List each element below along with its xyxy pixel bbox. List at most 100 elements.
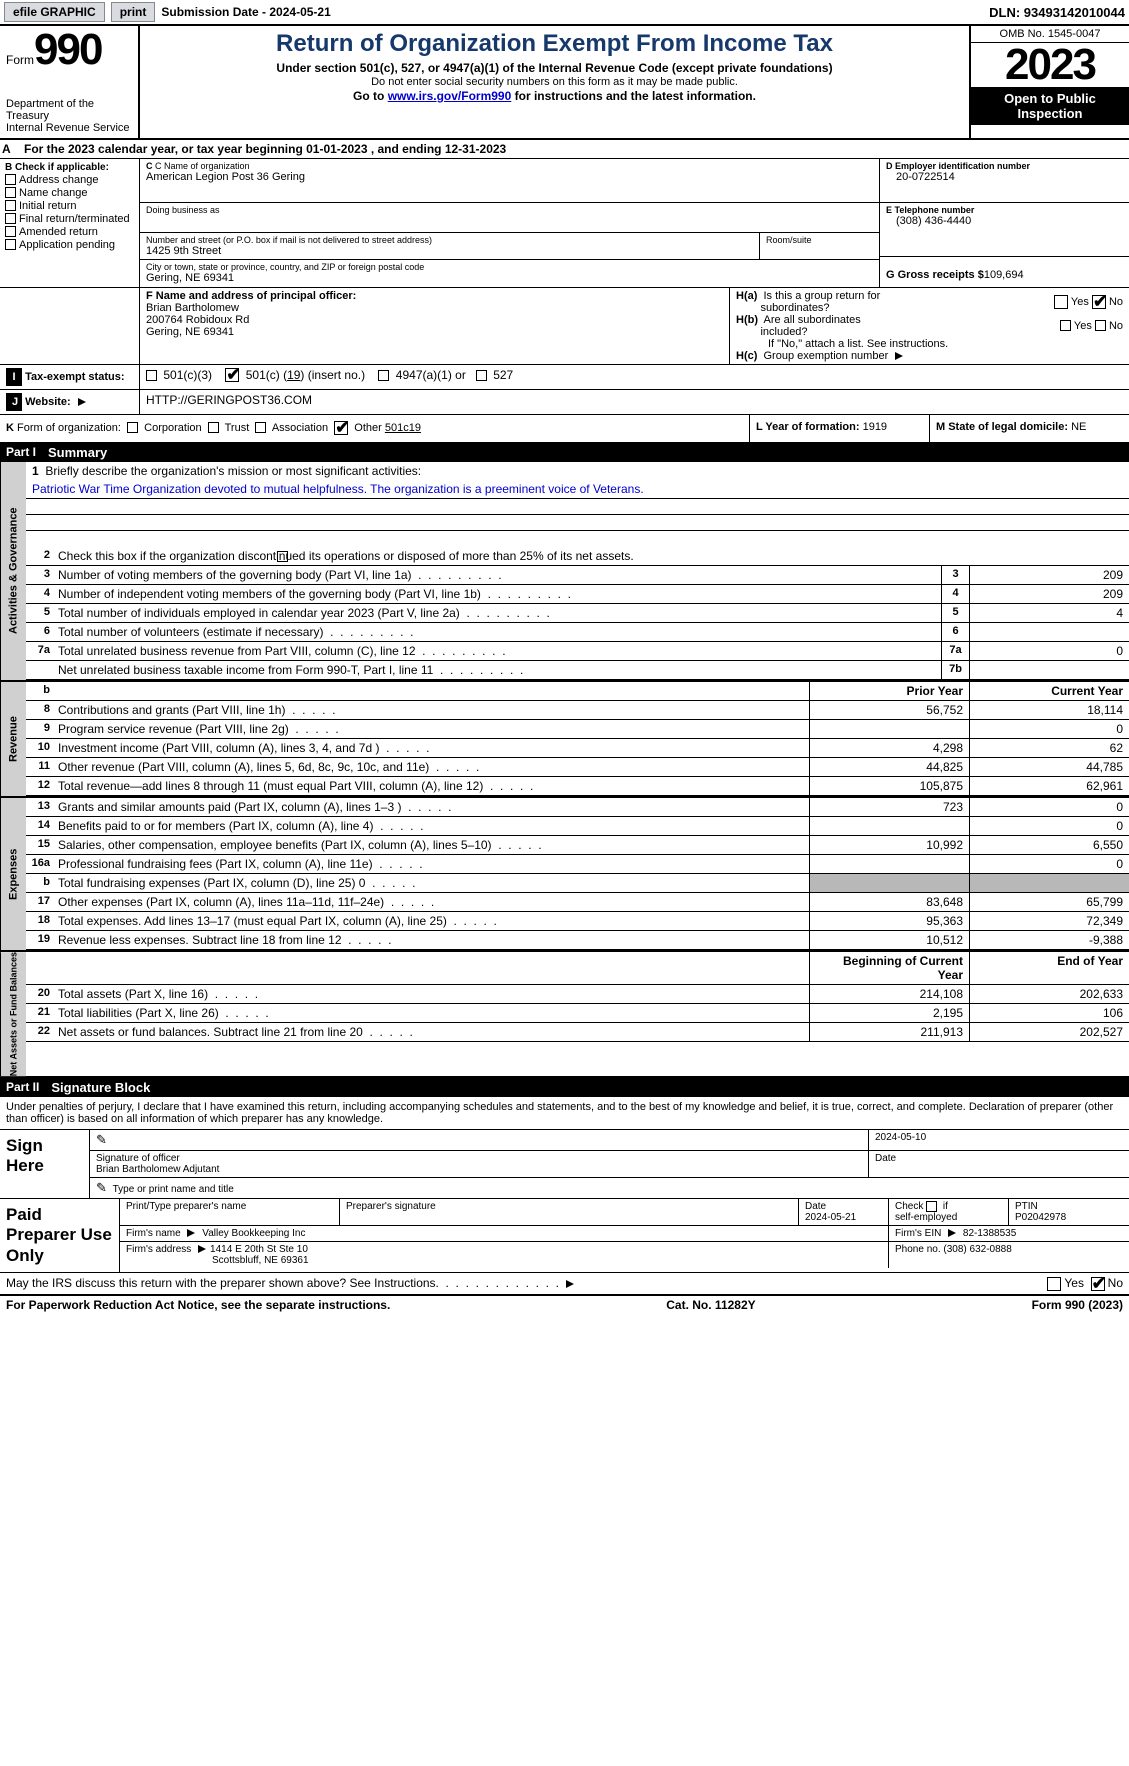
box-b: B Check if applicable: Address change Na… <box>0 159 140 287</box>
officer-name-title: Brian Bartholomew Adjutant <box>96 1164 219 1175</box>
form-number: 990 <box>34 25 101 74</box>
cb-discontinued[interactable] <box>277 551 288 562</box>
street: 1425 9th Street <box>146 245 753 257</box>
firm-phone: (308) 632-0888 <box>943 1244 1011 1255</box>
cb-ha-yes[interactable] <box>1054 295 1068 309</box>
section-expenses: Expenses 13Grants and similar amounts pa… <box>0 798 1129 952</box>
org-name: American Legion Post 36 Gering <box>146 171 873 183</box>
cb-discuss-yes[interactable] <box>1047 1277 1061 1291</box>
fh-row: F Name and address of principal officer:… <box>0 288 1129 365</box>
gov-row: Net unrelated business taxable income fr… <box>26 661 1129 680</box>
side-label-revenue: Revenue <box>0 682 26 796</box>
section-governance: Activities & Governance 1 Briefly descri… <box>0 462 1129 682</box>
arrow-icon <box>566 1280 574 1288</box>
data-row: bTotal fundraising expenses (Part IX, co… <box>26 874 1129 893</box>
cb-self-employed[interactable] <box>926 1201 937 1212</box>
cb-name-change[interactable] <box>5 187 16 198</box>
firm-addr: 1414 E 20th St Ste 10 <box>210 1244 308 1255</box>
goto-line: Go to www.irs.gov/Form990 for instructio… <box>146 89 963 103</box>
gross-receipts: 109,694 <box>984 269 1024 281</box>
print-button[interactable]: print <box>111 2 156 22</box>
info-grid: B Check if applicable: Address change Na… <box>0 159 1129 288</box>
officer-name: Brian Bartholomew <box>146 302 723 314</box>
domicile: NE <box>1071 421 1086 433</box>
tax-exempt-row: I Tax-exempt status: 501(c)(3) 501(c) (1… <box>0 365 1129 390</box>
cb-527[interactable] <box>476 370 487 381</box>
gov-row: 4Number of independent voting members of… <box>26 585 1129 604</box>
data-row: 15Salaries, other compensation, employee… <box>26 836 1129 855</box>
side-label-net: Net Assets or Fund Balances <box>0 952 26 1076</box>
pen-icon: ✎ <box>96 1132 110 1148</box>
part-2-header: Part IISignature Block <box>0 1078 1129 1097</box>
form-word: Form <box>6 53 34 67</box>
cb-other[interactable] <box>334 421 348 435</box>
dln-label: DLN: 93493142010044 <box>989 5 1125 20</box>
sign-here-block: Sign Here ✎ 2024-05-10 Signature of offi… <box>0 1130 1129 1199</box>
arrow-icon <box>78 398 86 406</box>
data-row: 17Other expenses (Part IX, column (A), l… <box>26 893 1129 912</box>
prep-date: 2024-05-21 <box>805 1212 856 1223</box>
cb-trust[interactable] <box>208 422 219 433</box>
gov-row: 3Number of voting members of the governi… <box>26 566 1129 585</box>
cb-ha-no[interactable] <box>1092 295 1106 309</box>
gov-row: 5Total number of individuals employed in… <box>26 604 1129 623</box>
ptin: P02042978 <box>1015 1212 1066 1223</box>
data-row: 9Program service revenue (Part VIII, lin… <box>26 720 1129 739</box>
firm-ein: 82-1388535 <box>963 1228 1016 1239</box>
open-public-badge: Open to Public Inspection <box>971 87 1129 125</box>
gov-row: 6Total number of volunteers (estimate if… <box>26 623 1129 642</box>
efile-button[interactable]: efile GRAPHIC <box>4 2 105 22</box>
paid-preparer-block: Paid Preparer Use Only Print/Type prepar… <box>0 1199 1129 1273</box>
cb-hb-yes[interactable] <box>1060 320 1071 331</box>
signature-declaration: Under penalties of perjury, I declare th… <box>0 1097 1129 1130</box>
cb-501c[interactable] <box>225 368 239 382</box>
form-header: Form990 Department of the TreasuryIntern… <box>0 26 1129 140</box>
website-row: J Website: HTTP://GERINGPOST36.COM <box>0 390 1129 415</box>
cb-address-change[interactable] <box>5 174 16 185</box>
data-row: 14Benefits paid to or for members (Part … <box>26 817 1129 836</box>
dept-label: Department of the TreasuryInternal Reven… <box>6 98 132 134</box>
top-toolbar: efile GRAPHIC print Submission Date - 20… <box>0 0 1129 26</box>
cb-corp[interactable] <box>127 422 138 433</box>
part-1-header: Part ISummary <box>0 443 1129 462</box>
tax-year: 2023 <box>971 43 1129 87</box>
box-d: D Employer identification number 20-0722… <box>879 159 1129 287</box>
cb-4947[interactable] <box>378 370 389 381</box>
subtitle-2: Do not enter social security numbers on … <box>146 76 963 88</box>
mission-text: Patriotic War Time Organization devoted … <box>26 480 1129 499</box>
arrow-icon <box>198 1245 206 1253</box>
city: Gering, NE 69341 <box>146 272 873 284</box>
cb-final-return[interactable] <box>5 213 16 224</box>
arrow-icon <box>187 1229 195 1237</box>
side-label-governance: Activities & Governance <box>0 462 26 680</box>
data-row: 16aProfessional fundraising fees (Part I… <box>26 855 1129 874</box>
cb-initial-return[interactable] <box>5 200 16 211</box>
cb-discuss-no[interactable] <box>1091 1277 1105 1291</box>
cb-hb-no[interactable] <box>1095 320 1106 331</box>
phone: (308) 436-4440 <box>886 215 1123 227</box>
discuss-row: May the IRS discuss this return with the… <box>0 1273 1129 1296</box>
cb-assoc[interactable] <box>255 422 266 433</box>
website-url: HTTP://GERINGPOST36.COM <box>146 393 312 407</box>
period-row: A For the 2023 calendar year, or tax yea… <box>0 140 1129 159</box>
section-net-assets: Net Assets or Fund Balances Beginning of… <box>0 952 1129 1078</box>
data-row: 21Total liabilities (Part X, line 26) . … <box>26 1004 1129 1023</box>
data-row: 22Net assets or fund balances. Subtract … <box>26 1023 1129 1042</box>
pen-icon: ✎ <box>96 1180 110 1196</box>
data-row: 12Total revenue—add lines 8 through 11 (… <box>26 777 1129 796</box>
year-formation: 1919 <box>863 421 887 433</box>
ein: 20-0722514 <box>886 171 1123 183</box>
officer-addr1: 200764 Robidoux Rd <box>146 314 723 326</box>
cb-app-pending[interactable] <box>5 239 16 250</box>
arrow-icon <box>948 1229 956 1237</box>
irs-link[interactable]: www.irs.gov/Form990 <box>388 89 512 103</box>
cb-501c3[interactable] <box>146 370 157 381</box>
box-c: C C Name of organization American Legion… <box>140 159 879 287</box>
data-row: 10Investment income (Part VIII, column (… <box>26 739 1129 758</box>
data-row: 13Grants and similar amounts paid (Part … <box>26 798 1129 817</box>
subtitle-1: Under section 501(c), 527, or 4947(a)(1)… <box>146 61 963 75</box>
korg-row: K Form of organization: Corporation Trus… <box>0 415 1129 443</box>
footer: For Paperwork Reduction Act Notice, see … <box>0 1296 1129 1314</box>
cb-amended[interactable] <box>5 226 16 237</box>
data-row: 19Revenue less expenses. Subtract line 1… <box>26 931 1129 950</box>
